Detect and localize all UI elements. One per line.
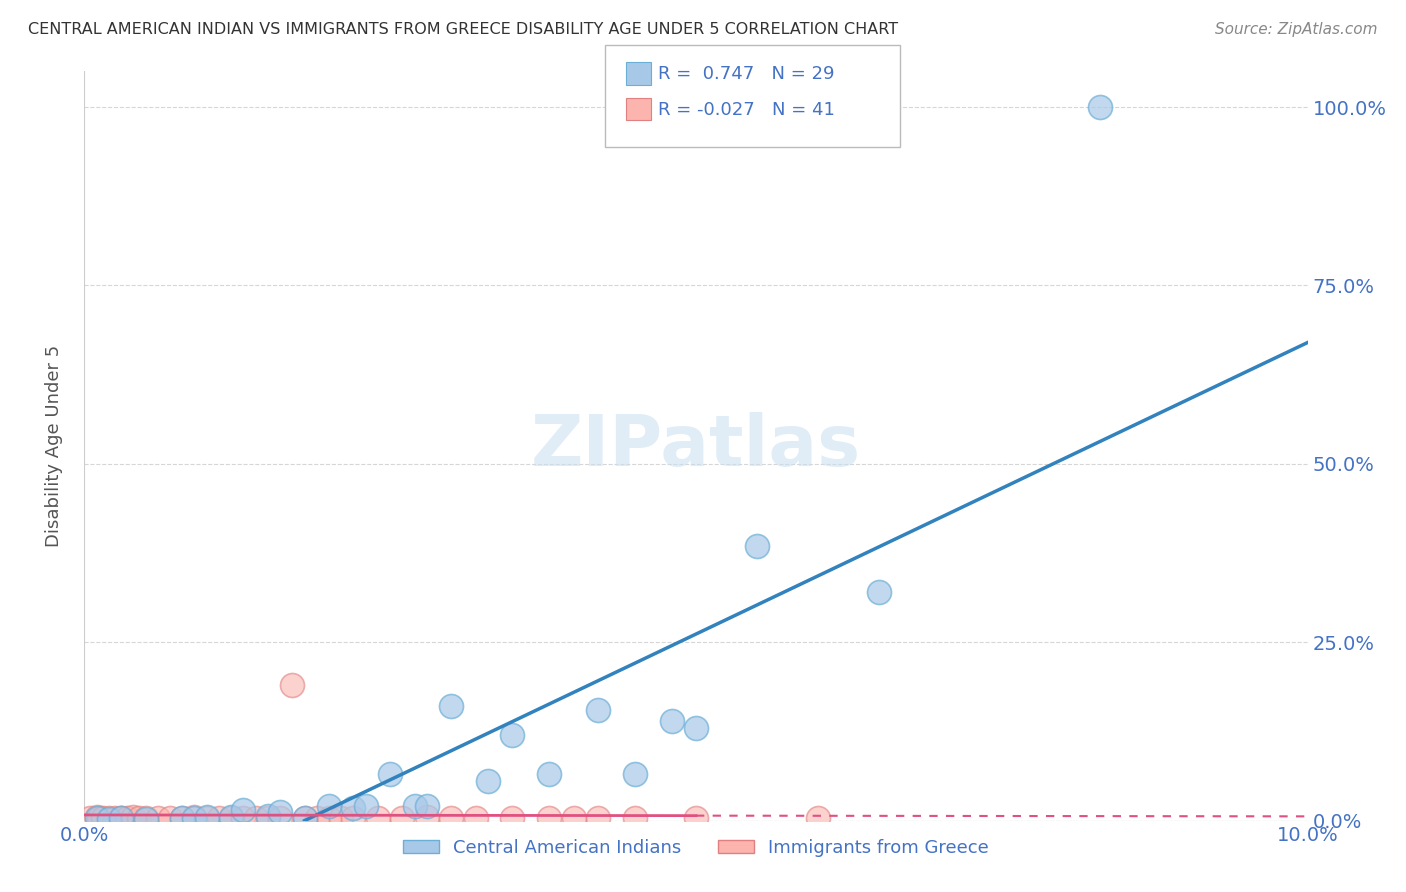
Point <box>624 812 647 826</box>
Point <box>464 812 486 826</box>
Point <box>257 812 280 826</box>
Text: R =  0.747   N = 29: R = 0.747 N = 29 <box>658 65 835 83</box>
Point <box>294 811 316 825</box>
Point <box>257 808 280 822</box>
Point <box>269 812 291 826</box>
Point <box>104 811 127 825</box>
Point <box>146 812 169 826</box>
Point <box>128 812 150 826</box>
Point <box>87 812 110 826</box>
Point <box>807 812 830 826</box>
Point <box>110 812 132 826</box>
Point <box>477 774 499 789</box>
Point <box>440 812 463 826</box>
Point <box>502 728 524 742</box>
Point <box>294 812 316 826</box>
Point <box>538 767 561 781</box>
Point <box>91 812 114 826</box>
Point <box>195 810 218 824</box>
Point <box>115 812 138 826</box>
Point <box>172 811 194 825</box>
Point <box>685 721 707 735</box>
Point <box>330 812 353 826</box>
Point <box>367 812 389 826</box>
Point <box>502 811 524 825</box>
Text: CENTRAL AMERICAN INDIAN VS IMMIGRANTS FROM GREECE DISABILITY AGE UNDER 5 CORRELA: CENTRAL AMERICAN INDIAN VS IMMIGRANTS FR… <box>28 22 898 37</box>
Text: Source: ZipAtlas.com: Source: ZipAtlas.com <box>1215 22 1378 37</box>
Point <box>562 812 585 826</box>
Point <box>219 812 242 826</box>
Point <box>380 767 402 781</box>
Point <box>86 810 108 824</box>
Point <box>159 811 181 825</box>
Point <box>195 812 218 826</box>
Point <box>869 585 891 599</box>
Point <box>110 812 132 826</box>
Text: ZIPatlas: ZIPatlas <box>531 411 860 481</box>
Point <box>342 801 364 815</box>
Point <box>747 539 769 553</box>
Point <box>183 812 205 826</box>
Point <box>122 810 145 824</box>
Point <box>208 811 231 825</box>
Point <box>1088 100 1111 114</box>
Point <box>440 699 463 714</box>
Point <box>354 799 377 814</box>
Point <box>342 812 364 826</box>
Point <box>404 799 426 814</box>
Point <box>391 811 413 825</box>
Point <box>586 812 609 826</box>
Point <box>183 810 205 824</box>
Point <box>305 811 328 825</box>
Point <box>97 812 120 826</box>
Point <box>86 812 108 826</box>
Legend: Central American Indians, Immigrants from Greece: Central American Indians, Immigrants fro… <box>395 831 997 864</box>
Point <box>79 812 101 826</box>
Point <box>97 812 120 826</box>
Point <box>172 812 194 826</box>
Point <box>586 703 609 717</box>
Point <box>245 812 267 826</box>
Point <box>685 812 707 826</box>
Point <box>110 812 132 826</box>
Point <box>416 810 439 824</box>
Point <box>219 810 242 824</box>
Point <box>624 767 647 781</box>
Text: R = -0.027   N = 41: R = -0.027 N = 41 <box>658 101 835 119</box>
Point <box>135 811 157 825</box>
Point <box>538 812 561 826</box>
Point <box>318 812 340 826</box>
Point <box>416 799 439 814</box>
Point <box>269 805 291 819</box>
Point <box>661 714 683 728</box>
Point <box>135 812 157 826</box>
Point <box>281 678 304 692</box>
Y-axis label: Disability Age Under 5: Disability Age Under 5 <box>45 345 63 547</box>
Point <box>318 799 340 814</box>
Point <box>232 803 254 817</box>
Point <box>232 812 254 826</box>
